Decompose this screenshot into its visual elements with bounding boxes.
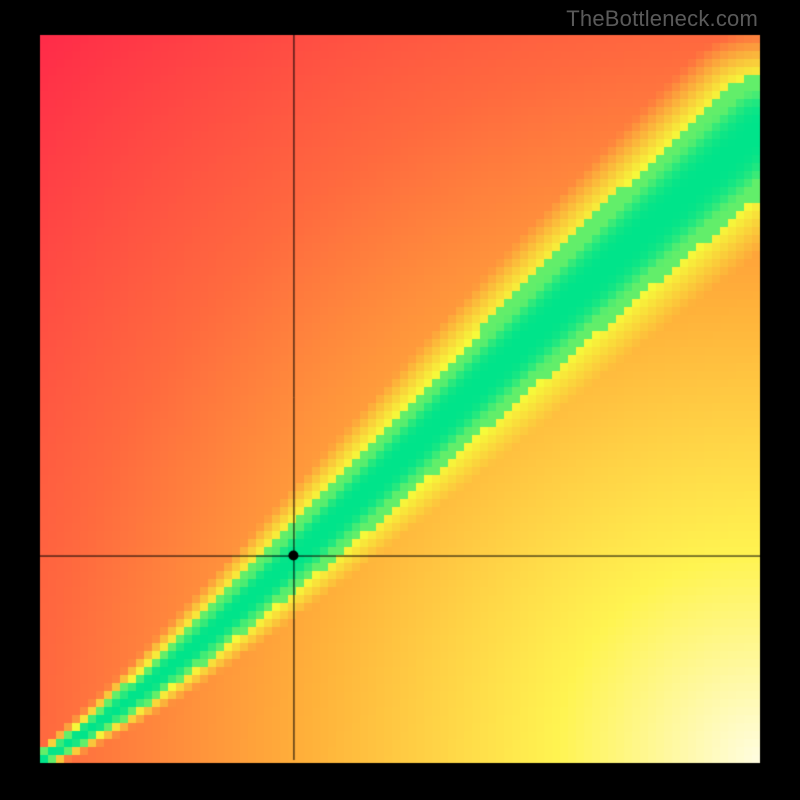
- heatmap-canvas: [0, 0, 800, 800]
- watermark-text: TheBottleneck.com: [566, 6, 758, 32]
